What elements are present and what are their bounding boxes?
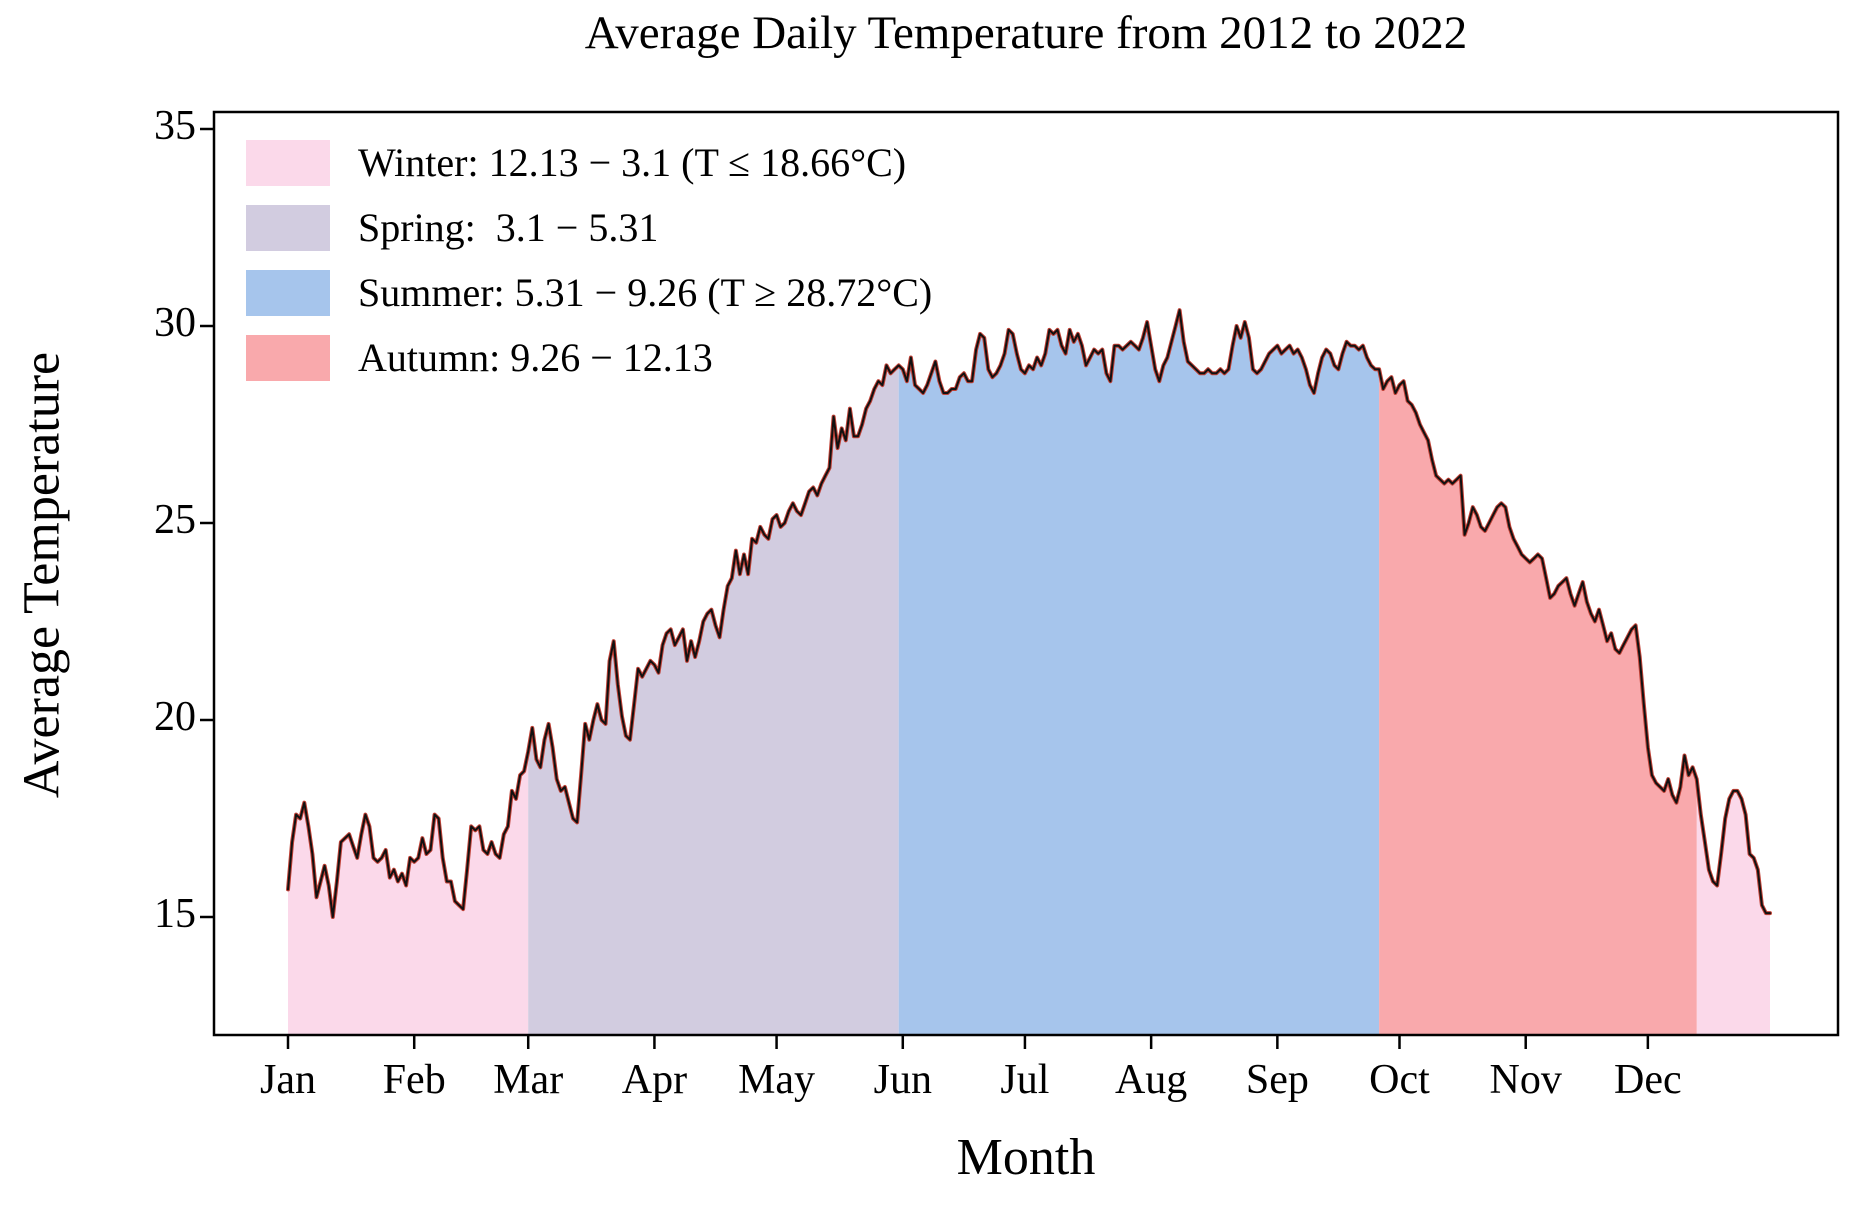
legend-item-summer: Summer: 5.31 − 9.26 (T ≥ 28.72°C) bbox=[246, 260, 932, 325]
season-fill-winter bbox=[288, 751, 529, 1034]
chart-title: Average Daily Temperature from 2012 to 2… bbox=[584, 7, 1468, 59]
season-fill-autumn bbox=[1379, 369, 1697, 1034]
y-axis-label: Average Temperature bbox=[13, 351, 71, 799]
y-tick-label-30: 30 bbox=[154, 300, 196, 346]
legend-swatch-autumn-icon bbox=[246, 334, 330, 381]
temperature-line bbox=[287, 309, 1771, 918]
legend-label-summer: Summer: 5.31 − 9.26 (T ≥ 28.72°C) bbox=[358, 270, 933, 315]
legend-swatch-spring-icon bbox=[246, 204, 330, 251]
x-tick-label-mar: Mar bbox=[493, 1057, 564, 1103]
y-tick-label-25: 25 bbox=[154, 497, 196, 543]
x-tick-label-jan: Jan bbox=[260, 1057, 316, 1103]
x-tick-label-sep: Sep bbox=[1245, 1057, 1309, 1103]
x-tick-label-jul: Jul bbox=[1000, 1057, 1050, 1103]
x-tick-label-dec: Dec bbox=[1614, 1057, 1682, 1103]
season-fill-winter bbox=[1696, 779, 1770, 1034]
legend-label-winter: Winter: 12.13 − 3.1 (T ≤ 18.66°C) bbox=[358, 140, 907, 185]
legend-label-spring: Spring: 3.1 − 5.31 bbox=[358, 205, 659, 250]
season-fill-spring bbox=[528, 365, 899, 1034]
y-tick-label-20: 20 bbox=[154, 694, 196, 740]
legend-swatch-winter-icon bbox=[246, 139, 330, 186]
y-tick-label-15: 15 bbox=[154, 891, 196, 937]
legend: Winter: 12.13 − 3.1 (T ≤ 18.66°C) Spring:… bbox=[246, 130, 932, 390]
x-tick-label-jun: Jun bbox=[873, 1057, 932, 1103]
legend-item-spring: Spring: 3.1 − 5.31 bbox=[246, 195, 932, 260]
x-tick-label-feb: Feb bbox=[382, 1057, 446, 1103]
x-tick-label-nov: Nov bbox=[1489, 1057, 1562, 1103]
legend-item-autumn: Autumn: 9.26 − 12.13 bbox=[246, 325, 932, 390]
legend-swatch-summer-icon bbox=[246, 269, 330, 316]
season-fill-summer bbox=[898, 310, 1380, 1034]
x-tick-label-oct: Oct bbox=[1369, 1057, 1430, 1103]
legend-item-winter: Winter: 12.13 − 3.1 (T ≤ 18.66°C) bbox=[246, 130, 932, 195]
x-tick-label-may: May bbox=[738, 1057, 816, 1103]
legend-label-autumn: Autumn: 9.26 − 12.13 bbox=[358, 335, 713, 380]
x-tick-label-apr: Apr bbox=[621, 1057, 688, 1103]
x-tick-label-aug: Aug bbox=[1114, 1057, 1188, 1103]
y-tick-label-35: 35 bbox=[154, 103, 196, 149]
x-axis-label: Month bbox=[956, 1129, 1096, 1186]
